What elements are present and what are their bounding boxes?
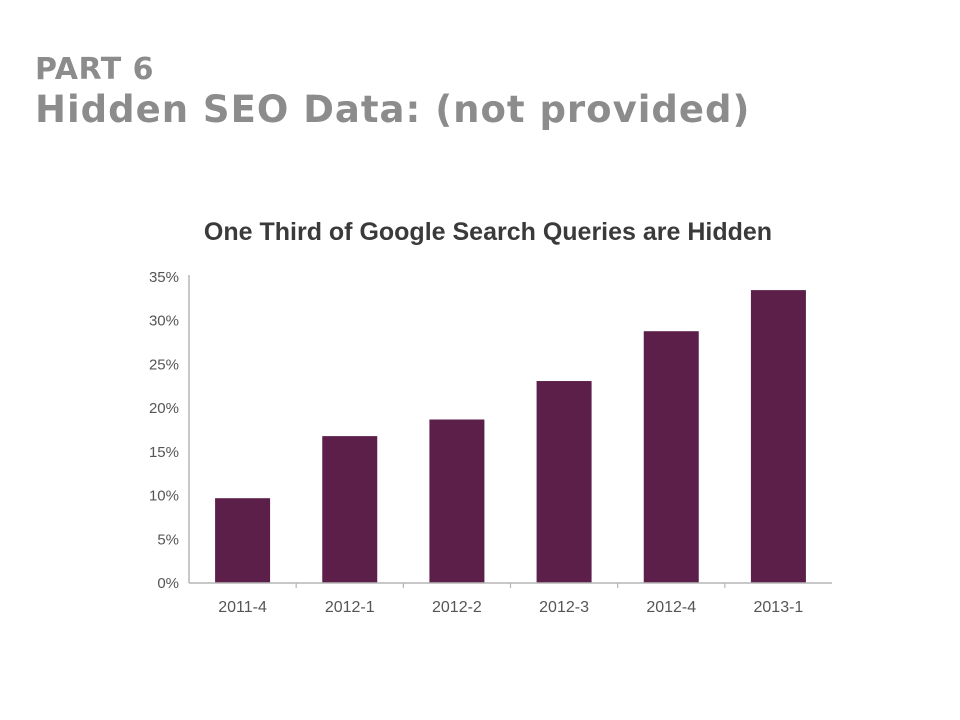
y-tick-label: 0% xyxy=(157,575,179,592)
y-tick-label: 35% xyxy=(149,269,179,286)
x-tick-label: 2013-1 xyxy=(754,599,804,616)
bar xyxy=(429,419,485,583)
chart-title: One Third of Google Search Queries are H… xyxy=(204,218,772,246)
bars xyxy=(215,290,806,583)
y-tick-label: 15% xyxy=(149,444,179,461)
bar xyxy=(536,381,592,583)
y-tick-label: 20% xyxy=(149,400,179,417)
x-tick-label: 2011-4 xyxy=(218,599,267,616)
y-tick-label: 10% xyxy=(149,488,179,505)
x-tick-label: 2012-2 xyxy=(432,599,482,616)
bar xyxy=(750,290,806,583)
x-tick-label: 2012-4 xyxy=(646,599,696,616)
bar xyxy=(215,498,271,583)
bar xyxy=(643,331,699,583)
y-tick-labels: 0% 5% 10% 15% 20% 25% 30% 35% xyxy=(149,269,179,592)
x-ticks xyxy=(295,583,726,588)
bar xyxy=(322,436,378,583)
y-tick-label: 5% xyxy=(157,531,179,548)
part-label: PART 6 xyxy=(35,52,154,87)
y-tick-label: 25% xyxy=(149,356,179,373)
x-tick-label: 2012-1 xyxy=(325,599,375,616)
x-tick-labels: 2011-4 2012-1 2012-2 2012-3 2012-4 2013-1 xyxy=(218,599,803,616)
y-tick-label: 30% xyxy=(149,313,179,330)
slide-title: Hidden SEO Data: (not provided) xyxy=(35,88,751,131)
x-tick-label: 2012-3 xyxy=(539,599,589,616)
slide-header: PART 6 Hidden SEO Data: (not provided) xyxy=(35,52,935,132)
